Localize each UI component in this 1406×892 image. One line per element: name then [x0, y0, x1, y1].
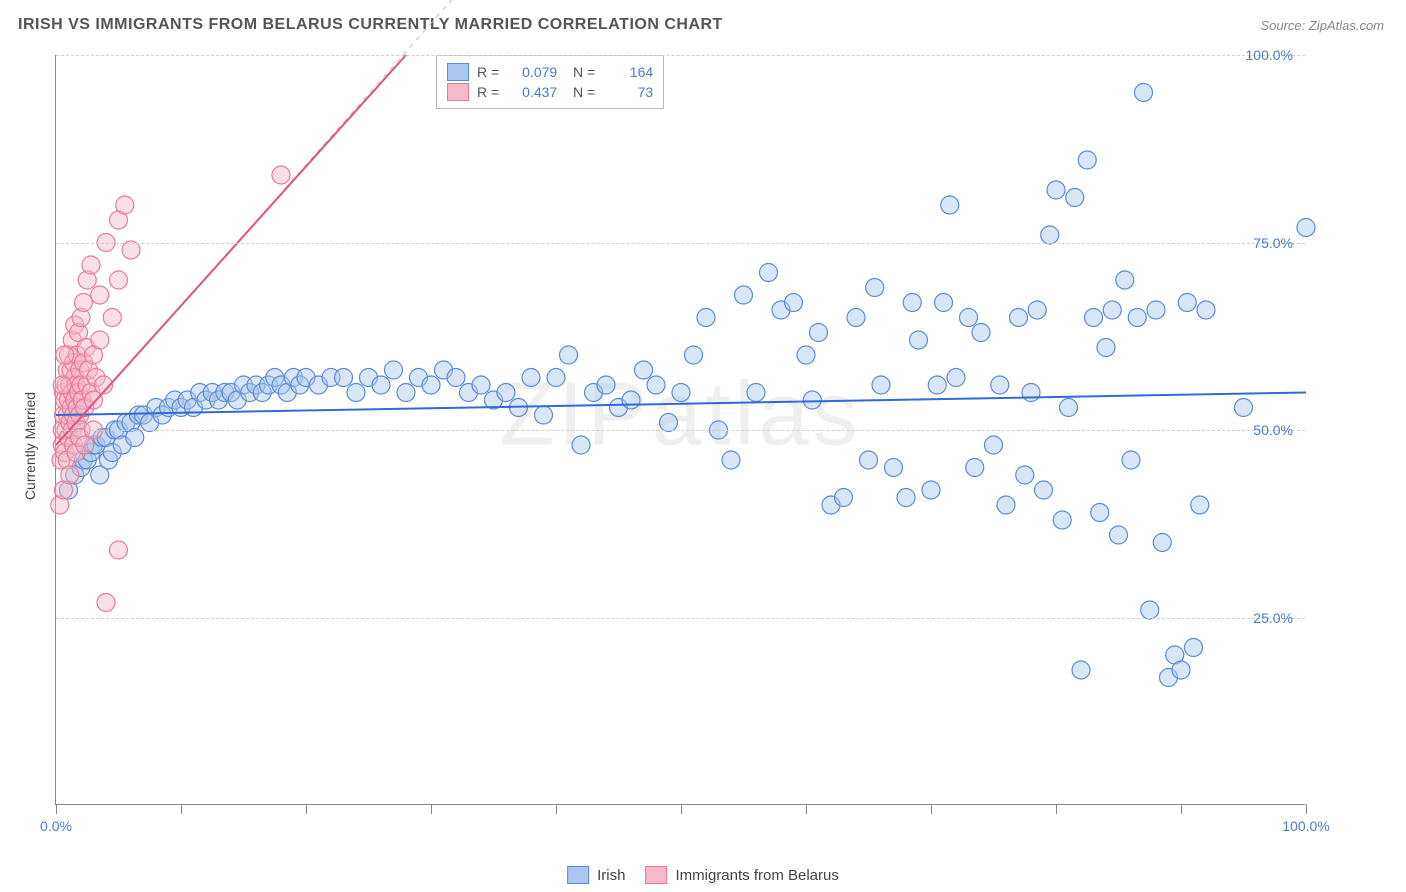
gridline: [56, 243, 1305, 244]
legend-item: Irish: [567, 866, 625, 884]
x-tick-label: 0.0%: [40, 818, 72, 834]
x-tick: [556, 804, 557, 814]
y-tick-label: 100.0%: [1246, 47, 1293, 63]
y-tick-label: 50.0%: [1253, 422, 1293, 438]
x-tick: [56, 804, 57, 814]
y-axis-label: Currently Married: [22, 392, 38, 500]
x-tick: [681, 804, 682, 814]
x-tick-label: 100.0%: [1282, 818, 1329, 834]
x-tick: [931, 804, 932, 814]
x-tick: [806, 804, 807, 814]
legend-item: Immigrants from Belarus: [645, 866, 838, 884]
legend-label: Irish: [597, 867, 625, 884]
x-tick: [306, 804, 307, 814]
legend-swatch: [645, 866, 667, 884]
x-tick: [1056, 804, 1057, 814]
legend-label: Immigrants from Belarus: [675, 867, 838, 884]
x-tick: [1181, 804, 1182, 814]
y-tick-label: 25.0%: [1253, 610, 1293, 626]
plot-area: ZIPatlas R = 0.079 N = 164 R = 0.437 N =…: [55, 55, 1305, 805]
y-tick-label: 75.0%: [1253, 235, 1293, 251]
legend-bottom: Irish Immigrants from Belarus: [567, 866, 839, 884]
x-tick: [431, 804, 432, 814]
legend-swatch: [567, 866, 589, 884]
gridline: [56, 618, 1305, 619]
gridline: [56, 55, 1305, 56]
gridline: [56, 430, 1305, 431]
source-label: Source: ZipAtlas.com: [1260, 18, 1384, 33]
x-tick: [181, 804, 182, 814]
chart-title: IRISH VS IMMIGRANTS FROM BELARUS CURRENT…: [18, 16, 723, 34]
x-tick: [1306, 804, 1307, 814]
